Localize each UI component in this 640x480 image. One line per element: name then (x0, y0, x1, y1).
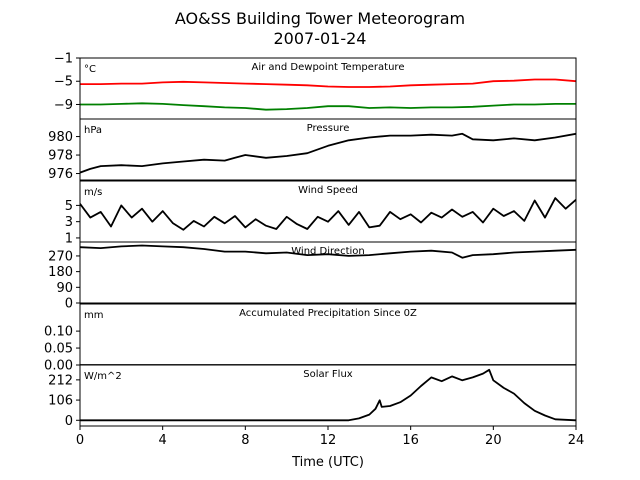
series-group-wind_speed (80, 197, 576, 231)
panels: −1−5−9°C Air and Dewpoint Temperature9769… (44, 52, 577, 429)
y-tick-label-precip-0: 0.00 (44, 359, 73, 374)
unit-label-wind_speed: m/s (84, 187, 102, 198)
x-tick-label-2: 8 (241, 433, 249, 448)
y-tick-label-temp-2: −9 (54, 98, 73, 113)
y-tick-label-wind_direction-2: 180 (48, 265, 73, 280)
series-line-wind_speed-0 (80, 197, 576, 231)
panel-label-temp: Air and Dewpoint Temperature (252, 62, 405, 73)
unit-label-pressure: hPa (84, 125, 102, 136)
panel-solar: 0 106 212 W/m^2 Solar Flux (48, 364, 577, 429)
series-group-solar (80, 368, 576, 422)
y-tick-label-pressure-1: 978 (48, 149, 73, 164)
y-tick-label-solar-0: 0 (65, 414, 73, 429)
x-tick-label-3: 12 (320, 433, 337, 448)
series-line-temp-0 (80, 78, 576, 88)
x-tick-label-0: 0 (76, 433, 84, 448)
series-line-wind_direction-0 (80, 244, 576, 259)
panel-label-wind_direction: Wind Direction (291, 246, 365, 257)
y-tick-label-temp-0: −1 (54, 52, 73, 67)
series-line-solar-0 (80, 368, 576, 422)
x-tick-label-4: 16 (402, 433, 419, 448)
series-group-pressure (80, 132, 576, 174)
x-tick-label-6: 24 (568, 433, 585, 448)
panel-wind_speed: 135 m/s Wind Speed (65, 180, 577, 246)
y-tick-label-wind_speed-1: 3 (65, 215, 73, 230)
y-tick-label-wind_speed-2: 5 (65, 199, 73, 214)
y-tick-label-wind_speed-0: 1 (65, 231, 73, 246)
panel-label-pressure: Pressure (307, 123, 350, 134)
chart-title: AO&SS Building Tower Meteorogram (175, 9, 465, 28)
y-tick-label-pressure-0: 976 (48, 167, 73, 182)
panel-label-wind_speed: Wind Speed (298, 185, 358, 196)
y-tick-label-solar-1: 106 (48, 394, 73, 409)
y-tick-label-solar-2: 212 (48, 373, 73, 388)
series-line-pressure-0 (80, 132, 576, 174)
y-tick-label-temp-1: −5 (54, 75, 73, 90)
panel-temp: −1 −5 −9 °C Air and Dewpoint Temperature (54, 52, 577, 120)
panel-label-solar: Solar Flux (303, 369, 353, 380)
y-tick-label-wind_direction-3: 270 (48, 249, 73, 264)
series-line-temp-1 (80, 102, 576, 111)
panel-frame-pressure (79, 118, 577, 181)
y-tick-label-precip-1: 0.05 (44, 342, 73, 357)
y-tick-label-wind_direction-0: 0 (65, 297, 73, 312)
series-group-temp (80, 78, 576, 111)
panel-precip: 0.00 0.05 0.10 mm Accumulated Precipitation … (44, 303, 577, 374)
unit-label-temp: °C (84, 64, 96, 75)
y-tick-label-wind_direction-1: 90 (56, 281, 73, 296)
y-tick-label-precip-2: 0.10 (44, 325, 73, 340)
y-tick-label-pressure-2: 980 (48, 130, 73, 145)
panel-label-precip: Accumulated Precipitation Since 0Z (239, 308, 417, 319)
panel-pressure: 976 978 980 hPa Pressure (48, 118, 577, 182)
unit-label-solar: W/m^2 (84, 371, 122, 382)
panel-frame-wind_direction (79, 241, 577, 304)
x-axis-label: Time (UTC) (291, 455, 364, 470)
series-group-wind_direction (80, 244, 576, 259)
unit-label-precip: mm (84, 310, 103, 321)
chart-subtitle: 2007-01-24 (274, 29, 367, 48)
x-tick-label-1: 4 (159, 433, 167, 448)
x-tick-label-5: 20 (485, 433, 502, 448)
x-axis: 0 4 8 12 16 20 24 (76, 426, 584, 448)
